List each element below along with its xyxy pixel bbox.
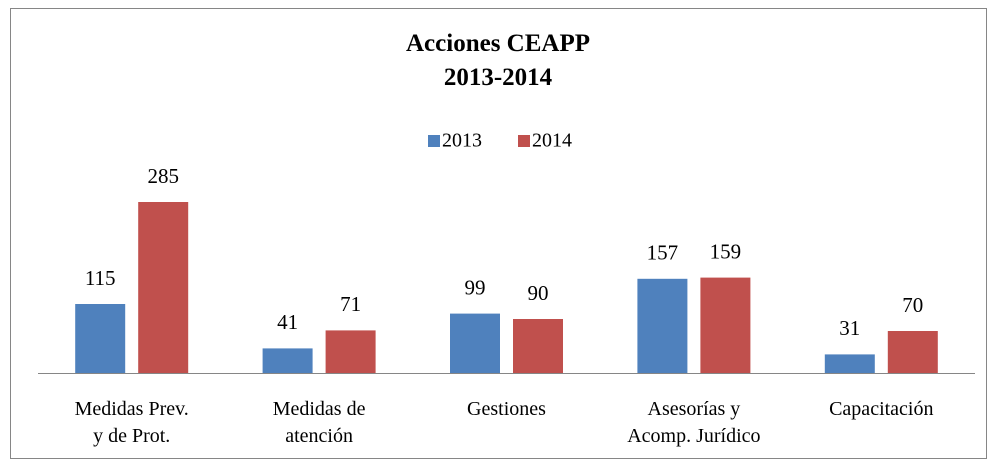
value-label: 70 (902, 293, 923, 317)
bar (75, 304, 126, 373)
legend-label: 2014 (532, 130, 572, 152)
bar (325, 330, 376, 373)
value-label: 31 (839, 316, 860, 340)
bar (450, 313, 500, 373)
value-label: 90 (528, 281, 549, 305)
x-tick-label: Medidas Prev. y de Prot. (75, 398, 189, 447)
legend-swatch (518, 135, 530, 147)
value-label: 285 (147, 164, 179, 188)
value-label: 41 (277, 310, 298, 334)
bar (637, 278, 688, 373)
value-label: 157 (647, 241, 679, 265)
bar (700, 277, 751, 373)
legend-label: 2013 (442, 130, 482, 152)
x-tick-label: Medidas de atención (273, 398, 366, 447)
x-tick-label: Asesorías y Acomp. Jurídico (627, 398, 760, 447)
chart-title: Acciones CEAPP 2013-2014 (406, 30, 590, 91)
x-tick-label: Gestiones (467, 398, 546, 420)
value-label: 71 (340, 292, 361, 316)
value-label: 115 (85, 266, 116, 290)
value-label: 99 (465, 275, 486, 299)
value-label: 159 (710, 239, 742, 263)
bar (887, 331, 938, 373)
legend-swatch (428, 135, 440, 147)
bar (262, 348, 313, 373)
x-tick-label: Capacitación (829, 398, 933, 420)
bar (824, 354, 875, 373)
bar (513, 319, 563, 373)
bar (138, 202, 189, 373)
